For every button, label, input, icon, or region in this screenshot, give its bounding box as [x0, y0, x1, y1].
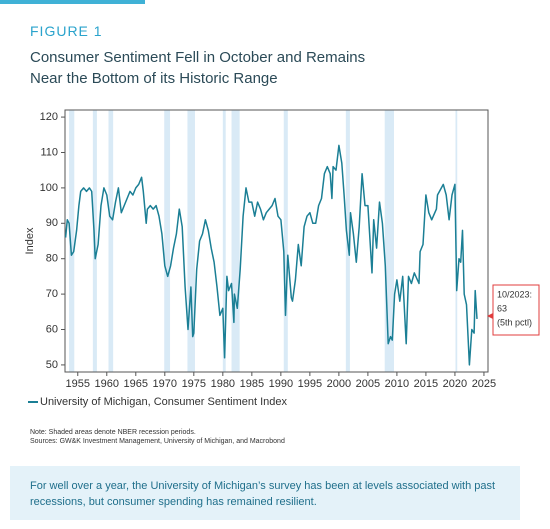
recession-band	[108, 110, 114, 372]
recession-band	[187, 110, 195, 372]
top-bar	[0, 0, 145, 4]
y-tick-label: 50	[46, 359, 58, 371]
y-tick-label: 90	[46, 217, 58, 229]
recession-band	[164, 110, 171, 372]
recession-band	[384, 110, 394, 372]
x-tick-label: 1955	[66, 378, 90, 390]
x-tick-label: 1990	[269, 378, 293, 390]
y-tick-label: 70	[46, 288, 58, 300]
recession-band	[231, 110, 240, 372]
x-tick-label: 1995	[298, 378, 322, 390]
recession-band	[69, 110, 75, 372]
x-tick-label: 1975	[182, 378, 206, 390]
title-line: Near the Bottom of its Historic Range	[30, 70, 278, 87]
y-axis-label: Index	[24, 227, 36, 254]
title-line: Consumer Sentiment Fell in October and R…	[30, 49, 366, 66]
x-tick-label: 1970	[153, 378, 177, 390]
figure-label: FIGURE 1	[30, 23, 103, 39]
x-tick-label: 2005	[356, 378, 380, 390]
x-tick-label: 2020	[443, 378, 467, 390]
title: Consumer Sentiment Fell in October and R…	[30, 47, 365, 89]
annotation-box	[492, 284, 540, 336]
x-tick-label: 1980	[211, 378, 235, 390]
annotation-arrow	[487, 313, 493, 319]
y-tick-label: 110	[40, 146, 58, 158]
recession-band	[283, 110, 288, 372]
plot-frame	[64, 109, 489, 373]
x-tick-label: 2025	[472, 378, 496, 390]
annotation-text: (5th pctl)	[497, 317, 532, 327]
x-tick-label: 1965	[124, 378, 148, 390]
y-tick-label: 120	[40, 111, 58, 123]
y-tick-label: 80	[46, 253, 58, 265]
y-tick-label: 100	[40, 182, 58, 194]
recession-band	[222, 110, 226, 372]
series-line	[64, 144, 478, 366]
note: Note: Shaded areas denote NBER recession…	[30, 429, 196, 436]
x-tick-label: 2010	[385, 378, 409, 390]
x-tick-label: 1985	[240, 378, 264, 390]
legend-label: University of Michigan, Consumer Sentime…	[40, 396, 287, 408]
x-tick-label: 2000	[327, 378, 351, 390]
annotation-text: 63	[497, 303, 507, 313]
callout: For well over a year, the University of …	[10, 466, 520, 520]
y-tick-label: 60	[46, 323, 58, 335]
x-tick-label: 2015	[414, 378, 438, 390]
chart: 50 60 70 80 90 100 110 120 1955 1960 1965 1970 1975 1…	[24, 109, 540, 408]
annotation-text: 10/2023:	[497, 289, 532, 299]
sources: Sources: GW&K Investment Management, Uni…	[30, 438, 285, 445]
x-tick-label: 1960	[95, 378, 119, 390]
